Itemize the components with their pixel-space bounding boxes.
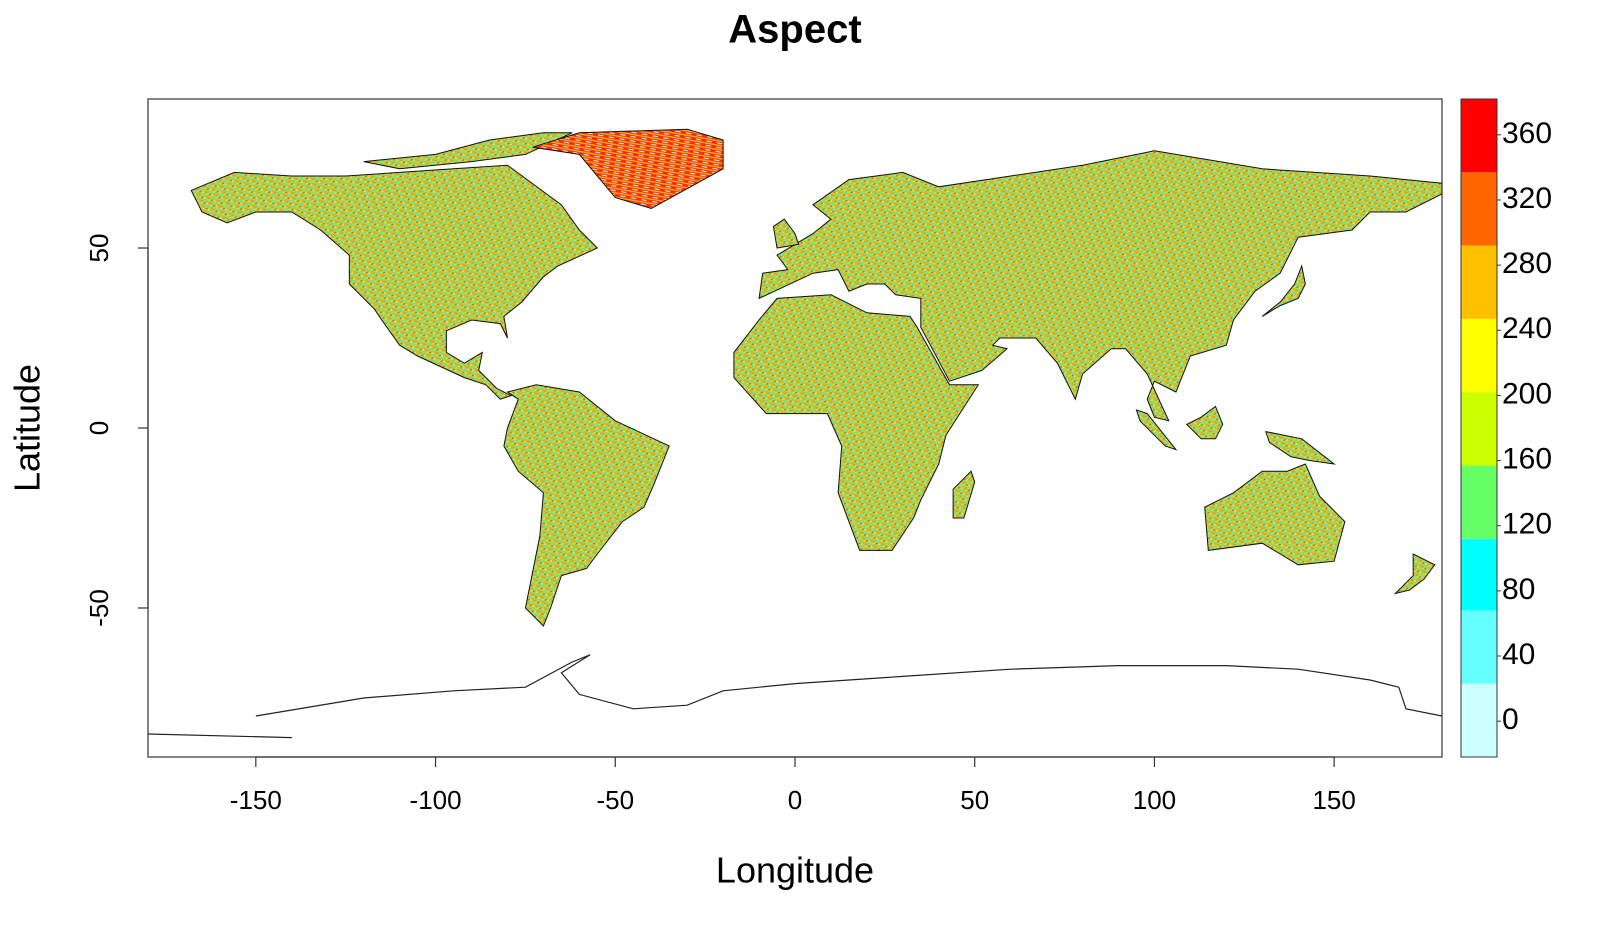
x-tick-label: -150 bbox=[230, 785, 282, 815]
colorbar-tick-label: 200 bbox=[1502, 377, 1552, 410]
colorbar-tick-label: 280 bbox=[1502, 247, 1552, 280]
x-axis-label: Longitude bbox=[716, 850, 874, 891]
land-map bbox=[148, 129, 1442, 737]
madagascar bbox=[953, 471, 975, 518]
eurasia bbox=[759, 151, 1442, 421]
colorbar-band bbox=[1461, 465, 1497, 539]
antarctica-coast bbox=[148, 655, 1442, 738]
great-britain bbox=[773, 219, 798, 248]
colorbar-tick-label: 240 bbox=[1502, 312, 1552, 345]
south-america bbox=[504, 385, 669, 626]
arctic-islands bbox=[364, 133, 572, 169]
colorbar-tick-label: 320 bbox=[1502, 182, 1552, 215]
new-guinea bbox=[1266, 432, 1334, 464]
colorbar-band bbox=[1461, 683, 1497, 757]
colorbar-band bbox=[1461, 318, 1497, 393]
colorbar-tick-label: 40 bbox=[1502, 638, 1535, 671]
borneo bbox=[1187, 406, 1223, 438]
colorbar-tick-label: 360 bbox=[1502, 117, 1552, 150]
colorbar-band bbox=[1461, 392, 1497, 466]
y-tick-label: -50 bbox=[84, 589, 114, 627]
y-tick-label: 50 bbox=[84, 234, 114, 263]
australia bbox=[1205, 464, 1345, 565]
x-tick-label: 150 bbox=[1312, 785, 1355, 815]
x-tick-label: -50 bbox=[596, 785, 634, 815]
colorbar-band bbox=[1461, 99, 1497, 173]
new-zealand bbox=[1395, 554, 1435, 594]
colorbar-tick-label: 0 bbox=[1502, 703, 1519, 736]
colorbar-frame bbox=[1460, 98, 1498, 758]
chart-title: Aspect bbox=[728, 8, 861, 52]
japan bbox=[1262, 266, 1305, 316]
colorbar-tick-label: 120 bbox=[1502, 508, 1552, 541]
x-tick-label: 0 bbox=[788, 785, 802, 815]
colorbar-tick-label: 80 bbox=[1502, 573, 1535, 606]
y-axis-label: Latitude bbox=[7, 364, 48, 492]
colorbar-band bbox=[1461, 610, 1497, 684]
colorbar-band bbox=[1461, 172, 1497, 246]
x-tick-label: -100 bbox=[410, 785, 462, 815]
x-tick-label: 50 bbox=[960, 785, 989, 815]
sumatra bbox=[1136, 410, 1176, 450]
colorbar-band bbox=[1461, 538, 1497, 611]
greenland bbox=[533, 129, 723, 208]
north-america bbox=[191, 165, 597, 399]
x-tick-label: 100 bbox=[1133, 785, 1176, 815]
colorbar-tick-label: 160 bbox=[1502, 442, 1552, 475]
africa bbox=[734, 295, 978, 551]
colorbar-band bbox=[1461, 245, 1497, 319]
y-tick-label: 0 bbox=[84, 421, 114, 435]
